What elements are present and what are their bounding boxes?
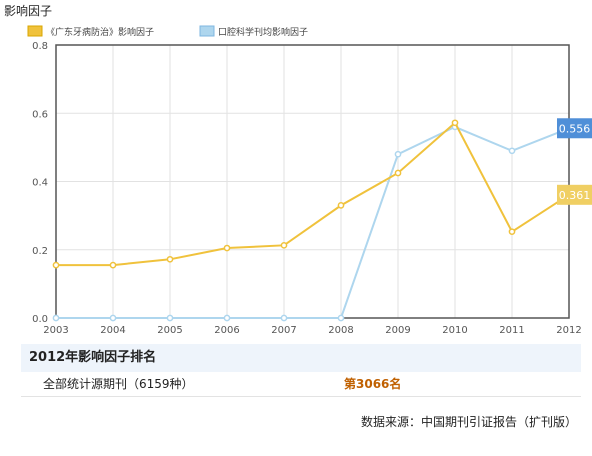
legend-swatch: [27, 25, 43, 37]
data-point: [508, 228, 516, 236]
x-tick-label: 2004: [100, 325, 125, 336]
x-tick-label: 2003: [43, 325, 68, 336]
x-tick-label: 2006: [214, 325, 239, 336]
legend-swatch: [199, 25, 215, 37]
data-point: [223, 314, 231, 322]
chart-grid: [56, 45, 569, 318]
legend-label: 《广东牙病防治》影响因子: [46, 26, 154, 38]
y-tick-label: 0.0: [32, 314, 48, 325]
ranking-header: 2012年影响因子排名: [21, 344, 581, 372]
y-tick-label: 0.2: [32, 246, 48, 257]
data-point: [52, 314, 60, 322]
y-tick-label: 0.4: [32, 178, 48, 189]
value-label-box: [557, 118, 592, 139]
data-point: [223, 244, 231, 252]
data-point: [109, 261, 117, 269]
x-tick-label: 2012: [556, 325, 581, 336]
x-tick-label: 2011: [499, 325, 524, 336]
data-point: [394, 169, 402, 177]
x-tick-label: 2008: [328, 325, 353, 336]
data-point: [337, 314, 345, 322]
ranking-value: 第3066名: [344, 377, 402, 391]
value-label-text: 0.361: [559, 189, 591, 202]
chart-title: 影响因子: [4, 4, 53, 18]
series-layer: [52, 119, 573, 322]
legend-label: 口腔科学刊均影响因子: [218, 26, 308, 38]
data-point: [451, 119, 459, 127]
y-tick-label: 0.8: [32, 41, 48, 52]
x-tick-label: 2010: [442, 325, 467, 336]
data-point: [280, 314, 288, 322]
data-point: [166, 255, 174, 263]
data-point: [52, 261, 60, 269]
y-tick-label: 0.6: [32, 109, 48, 120]
ranking-category: 全部统计源期刊（6159种）: [43, 377, 194, 391]
x-tick-label: 2007: [271, 325, 296, 336]
chart-legend: 《广东牙病防治》影响因子 口腔科学刊均影响因子: [27, 25, 308, 38]
data-point: [394, 150, 402, 158]
ranking-panel: 2012年影响因子排名 全部统计源期刊（6159种） 第3066名: [21, 344, 581, 398]
ranking-row: 全部统计源期刊（6159种） 第3066名: [21, 372, 581, 397]
data-point: [280, 241, 288, 249]
data-source-note: 数据来源：中国期刊引证报告（扩刊版）: [360, 415, 577, 429]
series-line-1: [56, 125, 570, 319]
value-label-text: 0.556: [559, 122, 591, 135]
data-point: [508, 147, 516, 155]
chart-axes: 0.0 0.2 0.4 0.6 0.8 2003 2004 2005 2006 2007 2008 2…: [32, 41, 582, 336]
series-line-0: [56, 121, 570, 267]
data-point: [166, 314, 174, 322]
x-tick-label: 2005: [157, 325, 182, 336]
value-label-box: [557, 184, 592, 205]
data-point: [109, 314, 117, 322]
impact-factor-chart: 《广东牙病防治》影响因子 口腔科学刊均影响因子 0.0 0.2 0.4 0.6 0.8 20…: [27, 25, 592, 336]
value-labels: 0.361 0.556: [557, 118, 592, 205]
data-point: [337, 202, 345, 209]
x-tick-label: 2009: [385, 325, 410, 336]
